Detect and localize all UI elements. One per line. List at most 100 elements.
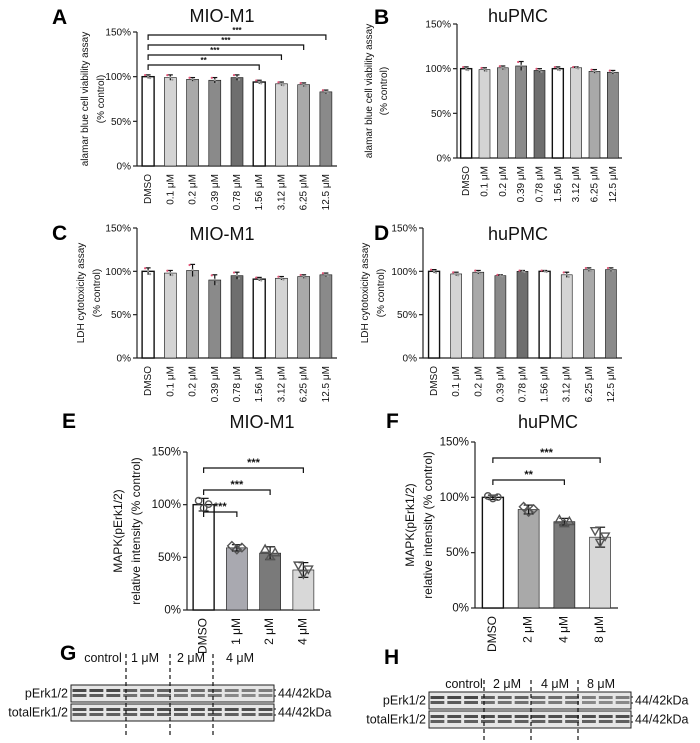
blot-group-label: control — [84, 651, 122, 665]
x-tick-label: 6.25 μM — [584, 366, 595, 402]
y-tick-label: 50% — [111, 117, 131, 128]
significance-label: *** — [232, 26, 242, 35]
blot-band — [224, 708, 239, 711]
bar — [427, 270, 441, 359]
y-tick-label: 150% — [152, 447, 181, 459]
y-tick-label: 100% — [105, 267, 131, 278]
x-tick-label: 0.2 μM — [188, 174, 199, 205]
chart-title: huPMC — [488, 6, 548, 26]
data-point — [199, 504, 208, 512]
data-point — [543, 270, 546, 273]
blot-row-label: pErk1/2 — [383, 694, 426, 708]
bar — [551, 67, 565, 159]
data-point — [321, 89, 324, 92]
significance-bracket — [492, 479, 565, 485]
y-tick-label: 150% — [391, 224, 417, 235]
significance-label: *** — [210, 46, 220, 55]
y-tick-label: 100% — [440, 492, 469, 504]
data-point — [255, 79, 258, 82]
blot-group-label: 1 μM — [131, 651, 159, 665]
blot-band — [548, 701, 563, 704]
data-point — [280, 82, 283, 85]
blot-band — [481, 701, 495, 704]
y-tick-label: 100% — [391, 267, 417, 278]
x-tick-label: DMSO — [461, 166, 472, 196]
blot-membrane — [70, 684, 275, 703]
data-point — [144, 73, 147, 77]
data-point — [144, 267, 147, 270]
bar — [588, 71, 601, 159]
bar — [230, 275, 244, 359]
data-point — [235, 76, 239, 79]
blot-membrane — [428, 691, 632, 710]
data-point — [480, 66, 483, 70]
data-point — [194, 496, 203, 505]
blot-band — [447, 720, 462, 723]
blot-band — [258, 689, 273, 692]
x-tick-label: 0.39 μM — [495, 366, 506, 402]
x-tick-label: DMSO — [485, 616, 499, 652]
data-point — [166, 74, 169, 77]
blot-band — [140, 694, 155, 697]
bar — [297, 84, 310, 167]
x-tick-label: 0.2 μM — [473, 366, 484, 397]
x-tick-label: 4 μM — [556, 616, 570, 643]
bar — [533, 70, 546, 159]
x-tick-label: 8 μM — [592, 616, 606, 643]
significance-bracket — [203, 489, 271, 495]
x-tick-label: 12.5 μM — [608, 166, 619, 202]
blot-band — [123, 689, 138, 692]
chart-e: MIO-M1 MAPK(pErk1/2) relative intensity (%… — [111, 412, 320, 654]
data-point — [299, 273, 302, 277]
data-point — [498, 65, 501, 68]
blot-band — [497, 715, 512, 718]
blot-band — [241, 694, 256, 697]
bar — [472, 271, 485, 359]
data-point — [213, 78, 216, 82]
panel-letter-g: G — [60, 642, 76, 665]
blot-band — [89, 689, 104, 692]
data-point — [590, 68, 593, 71]
chart-title: MIO-M1 — [230, 412, 295, 432]
significance-label: *** — [247, 457, 261, 469]
data-point — [269, 546, 281, 557]
blot-band — [72, 713, 87, 716]
blot-band — [89, 713, 104, 716]
blot-band — [598, 720, 613, 723]
significance-bracket — [147, 34, 327, 40]
data-point — [584, 266, 587, 270]
data-point — [166, 269, 169, 272]
data-point — [483, 68, 486, 71]
data-point — [169, 76, 172, 79]
bar — [560, 274, 573, 359]
data-point — [277, 275, 280, 278]
data-point — [226, 540, 238, 552]
data-point — [518, 269, 521, 272]
data-point — [232, 74, 236, 77]
blot-band — [241, 713, 256, 716]
y-tick-label: 100% — [152, 499, 181, 511]
data-point — [169, 271, 172, 274]
data-point — [235, 274, 239, 277]
blot-band — [157, 689, 171, 692]
data-point — [215, 283, 218, 286]
blot-band — [615, 720, 630, 723]
data-point — [523, 270, 526, 274]
chart-title: huPMC — [518, 412, 578, 432]
data-point — [452, 271, 455, 274]
blot-band — [497, 696, 512, 699]
bar — [607, 71, 619, 159]
y-axis-label: LDH cytotoxicity assay — [360, 243, 371, 344]
data-point — [457, 274, 460, 277]
blot-band — [72, 708, 87, 711]
panel-letter-a: A — [52, 6, 67, 29]
bar — [553, 521, 576, 609]
data-point — [518, 501, 529, 512]
y-tick-label: 100% — [425, 64, 451, 75]
x-tick-label: 3.12 μM — [562, 366, 573, 402]
blot-mw-label: 44/42kDa — [278, 706, 332, 720]
blot-band — [514, 720, 529, 723]
blot-band — [565, 701, 579, 704]
blot-band — [565, 696, 579, 699]
